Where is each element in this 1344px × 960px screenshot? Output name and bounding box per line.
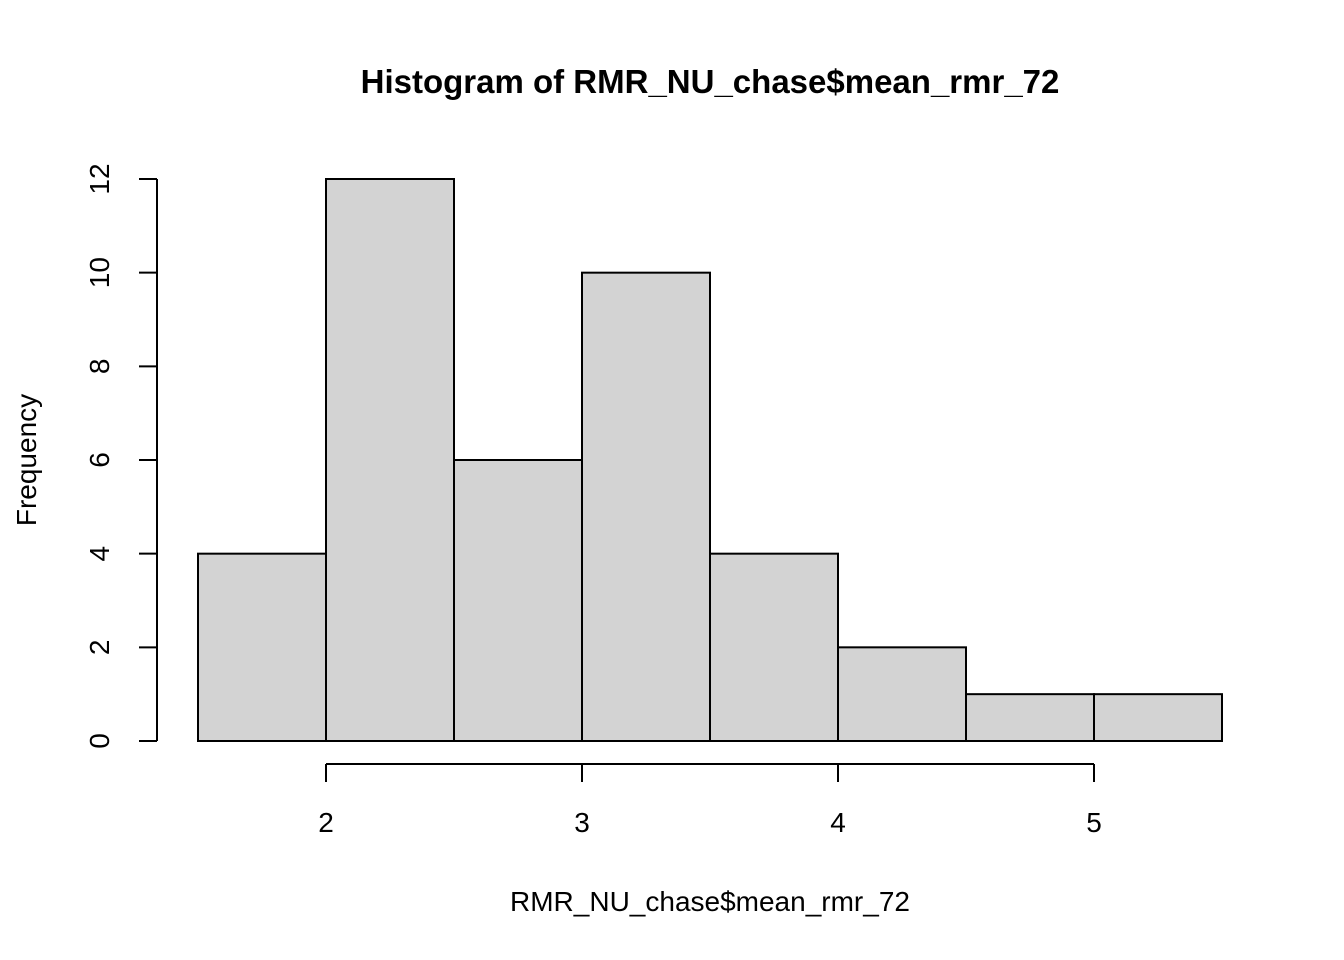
x-tick-label: 5 [1086, 807, 1102, 838]
x-axis-label: RMR_NU_chase$mean_rmr_72 [510, 886, 910, 917]
x-axis: 2 3 4 5 [318, 763, 1102, 838]
x-tick-label: 2 [318, 807, 334, 838]
bars-group [197, 178, 1223, 743]
histogram-bar-5 [837, 646, 967, 742]
y-tick-label: 0 [84, 733, 115, 749]
y-axis-label: Frequency [11, 394, 42, 526]
histogram-bar-3 [581, 271, 711, 742]
histogram-bar-4 [709, 552, 839, 743]
histogram-bar-7 [1093, 693, 1223, 743]
chart-title: Histogram of RMR_NU_chase$mean_rmr_72 [361, 63, 1060, 100]
y-axis: 0 2 4 6 8 10 12 [84, 163, 158, 749]
y-tick-label: 10 [84, 257, 115, 288]
x-tick-label: 3 [574, 807, 590, 838]
y-tick-label: 8 [84, 359, 115, 375]
y-tick-label: 2 [84, 640, 115, 656]
y-tick-label: 12 [84, 163, 115, 194]
histogram-bar-2 [453, 459, 583, 742]
y-tick-label: 4 [84, 546, 115, 562]
x-tick-label: 4 [830, 807, 846, 838]
y-tick-label: 6 [84, 452, 115, 468]
histogram-bar-6 [965, 693, 1095, 743]
histogram-bar-0 [197, 552, 327, 743]
histogram-bar-1 [325, 178, 455, 742]
